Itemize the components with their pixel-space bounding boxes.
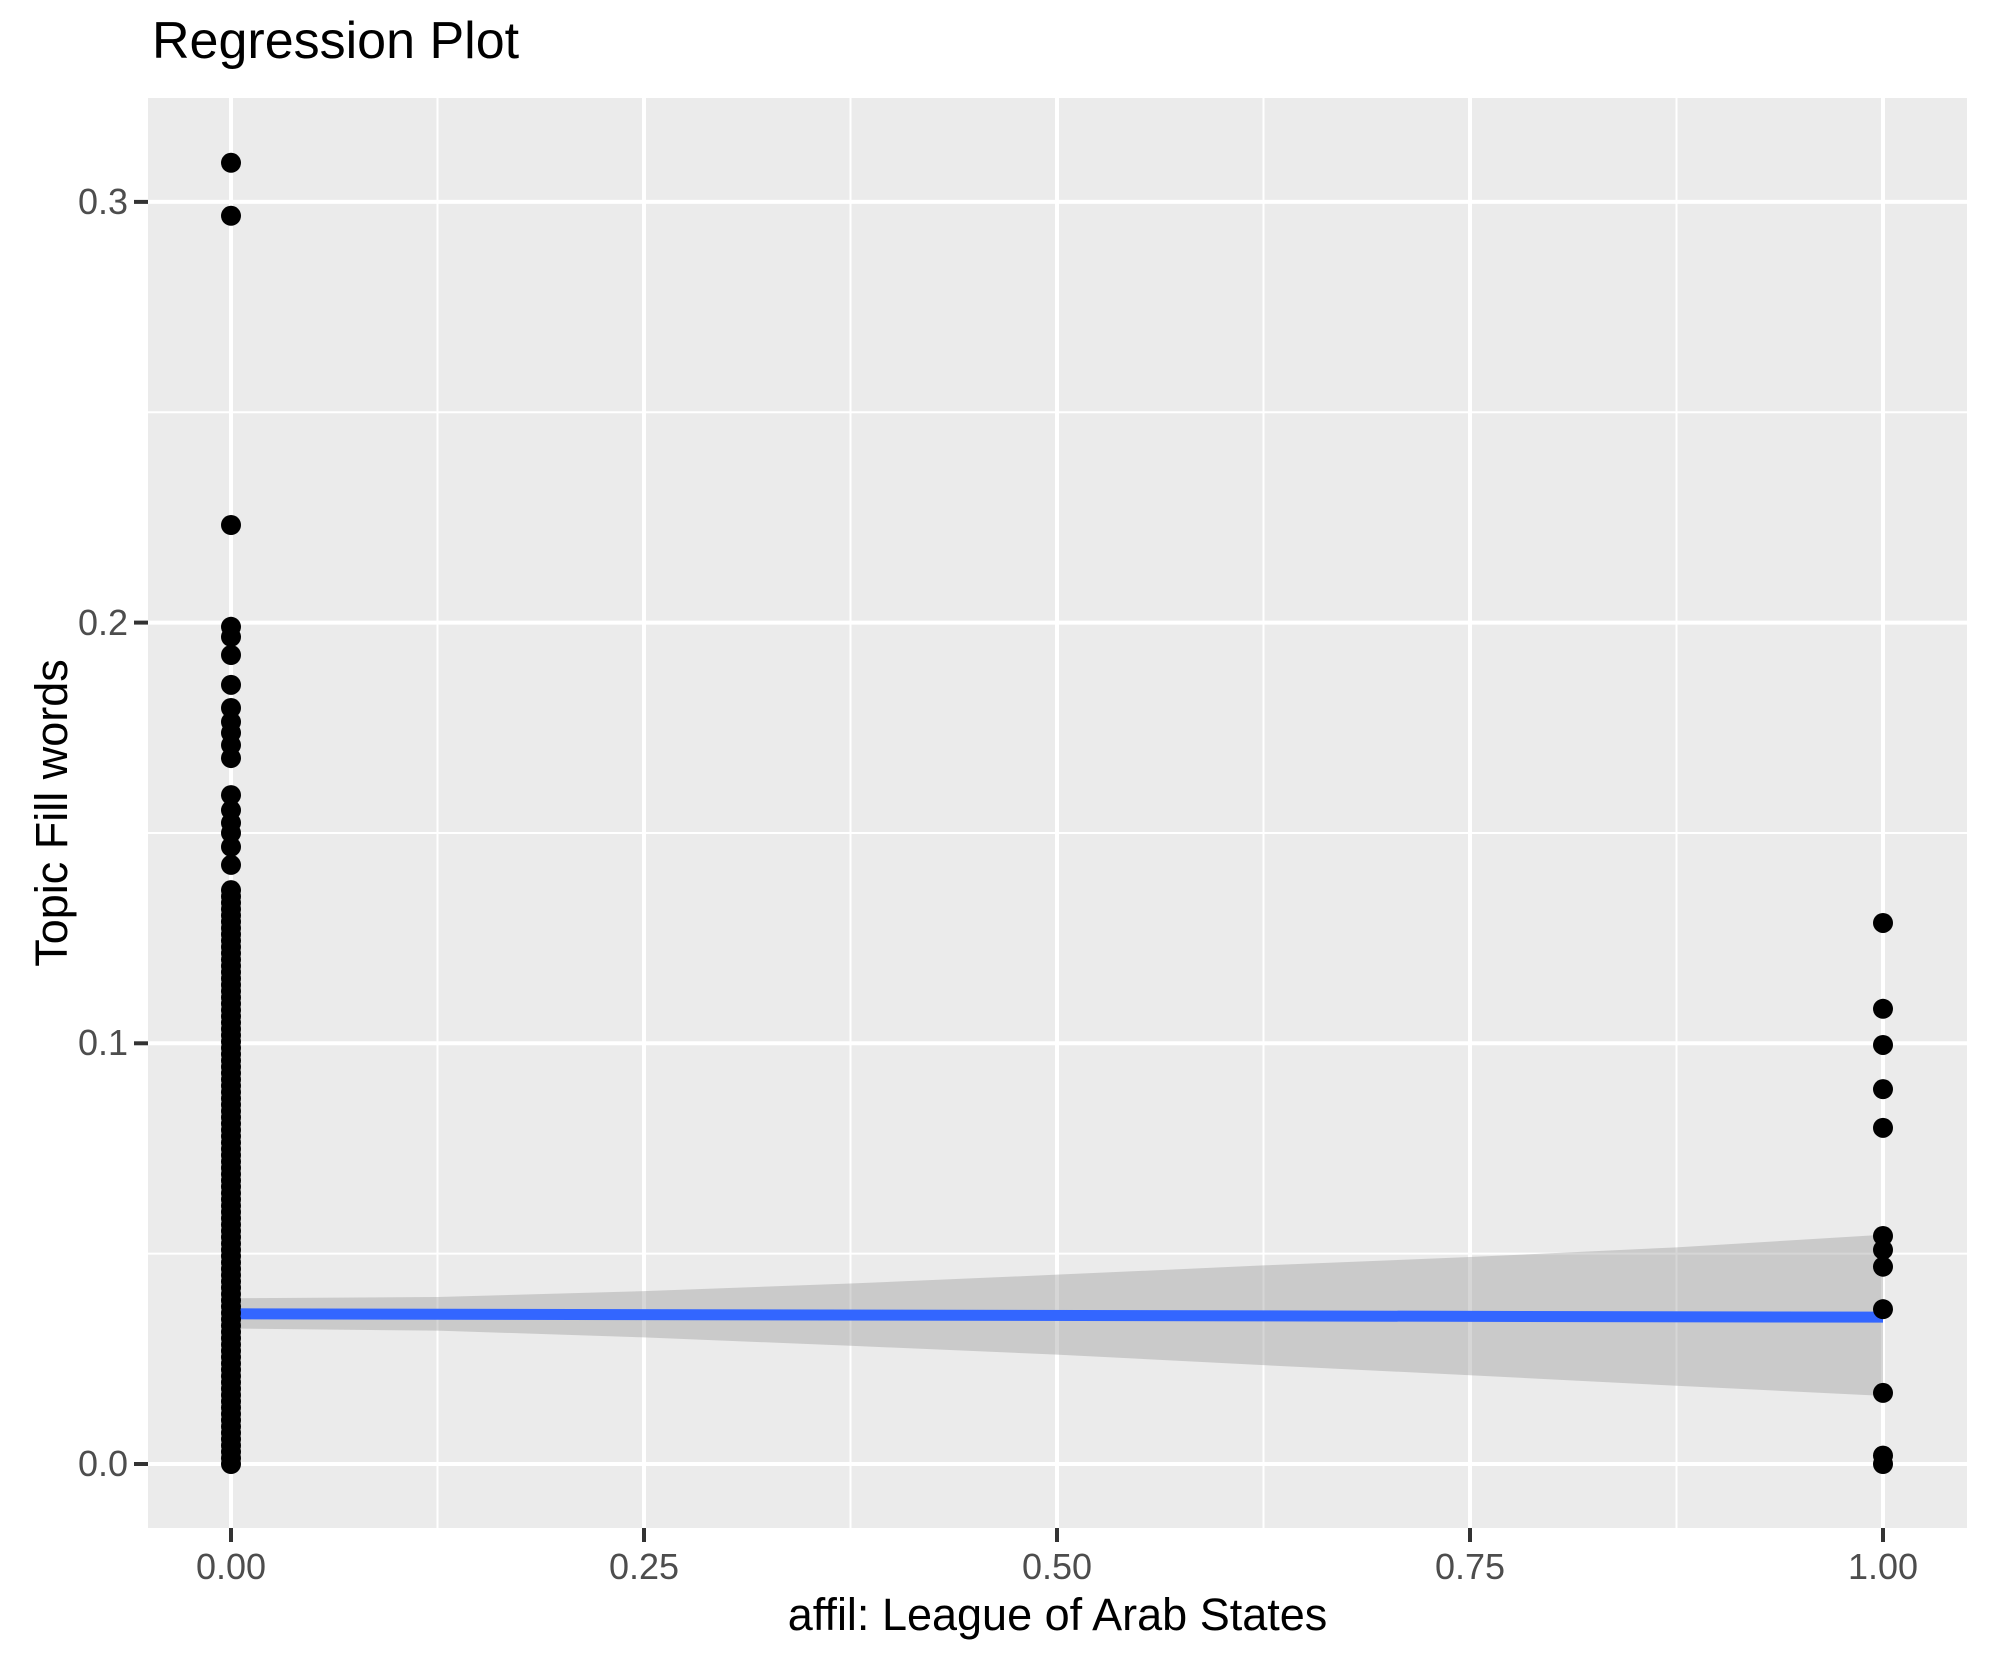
data-point [1873, 1034, 1893, 1055]
data-point [221, 626, 241, 647]
x-tick-label: 0.00 [195, 1546, 267, 1587]
x-tick-label: 1.00 [1847, 1546, 1919, 1587]
data-point [221, 205, 241, 226]
data-point [1873, 912, 1893, 933]
data-point [1873, 1256, 1893, 1277]
data-point [1873, 1299, 1893, 1320]
data-point [1873, 1454, 1893, 1474]
y-tick-label: 0.2 [77, 601, 128, 643]
x-tick-label: 0.50 [1021, 1546, 1093, 1587]
data-point [221, 698, 241, 719]
data-point [221, 152, 241, 173]
data-point [221, 644, 241, 665]
x-tick-label: 0.25 [608, 1546, 680, 1587]
data-point [1873, 1079, 1893, 1100]
data-point [221, 674, 241, 695]
data-point [1873, 1225, 1893, 1246]
data-point [221, 748, 241, 769]
data-point [1873, 1117, 1893, 1138]
data-point [221, 785, 241, 806]
data-point [221, 854, 241, 875]
x-tick-label: 0.75 [1434, 1546, 1506, 1587]
data-point [221, 836, 241, 857]
data-point [221, 514, 241, 535]
data-point [1873, 1382, 1893, 1403]
data-point [1873, 1239, 1893, 1260]
plot-title: Regression Plot [152, 12, 520, 70]
data-point [221, 1454, 241, 1474]
data-point [221, 822, 241, 843]
y-tick-label: 0.0 [77, 1443, 128, 1484]
y-tick-label: 0.3 [77, 180, 128, 222]
y-tick-label: 0.1 [77, 1022, 128, 1064]
x-axis-title: affil: League of Arab States [787, 1589, 1328, 1640]
regression-line [230, 1308, 1884, 1323]
data-point [1873, 998, 1893, 1019]
y-axis-title: Topic Fill words [26, 659, 77, 967]
